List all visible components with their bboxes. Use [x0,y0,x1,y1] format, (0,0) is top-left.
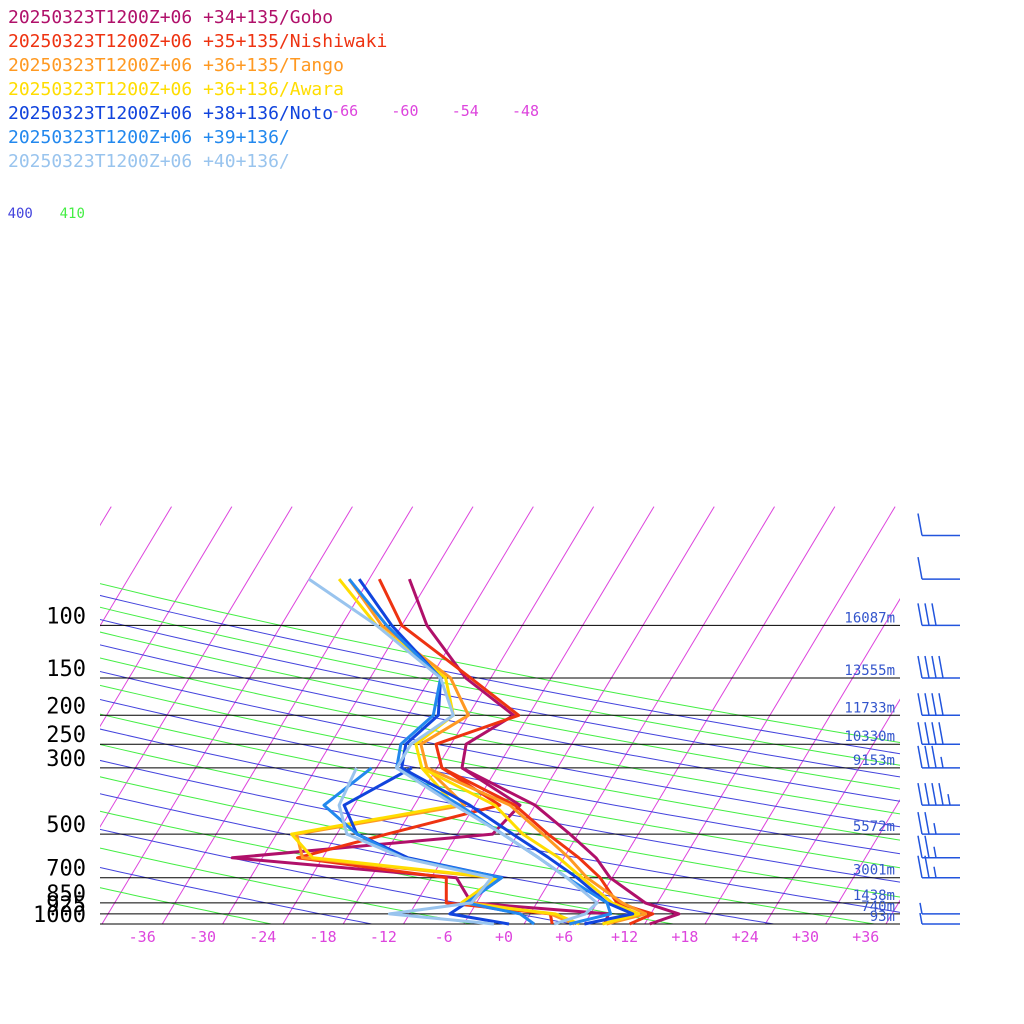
dry-adiabat-line [100,684,900,841]
legend: 20250323T1200Z+06 +34+135/Gobo 20250323T1… [8,7,387,172]
dewpoint-profile-line [290,766,580,926]
height-label: 740m [861,899,895,915]
temperature-tick-label: +12 [611,928,638,946]
dry-adiabat-line [100,606,900,766]
legend-entry: 20250323T1200Z+06 +36+136/Awara [8,79,344,100]
dry-adiabat-line [100,810,677,924]
temperature-tick-label: -6 [435,928,453,946]
temperature-tick-label: +6 [555,928,573,946]
pressure-label: 925 [46,893,86,918]
pressure-label: 1000 [33,903,86,928]
wind-barb [917,745,960,769]
legend-entry: 20250323T1200Z+06 +40+136/ [8,151,290,172]
upper-temperature-label: -48 [512,102,539,120]
theta-label: 410 [60,206,85,222]
pressure-label: 100 [46,604,86,629]
temperature-tick-label: -36 [129,928,156,946]
legend-entry: 20250323T1200Z+06 +39+136/ [8,127,290,148]
upper-temperature-label: -54 [452,102,479,120]
upper-temperature-label: -66 [331,102,358,120]
temperature-tick-label: +36 [852,928,879,946]
temperature-profile-line [308,577,599,926]
wind-barb [917,783,960,806]
wind-barb [919,912,960,925]
dry-adiabat-line [100,644,900,802]
height-label: 9153m [853,753,895,769]
dry-adiabat-line [100,594,900,755]
temperature-profile-line [377,578,655,926]
pressure-label: 150 [46,657,86,682]
pressure-label: 500 [46,813,86,838]
height-label: 16087m [844,610,895,626]
pressure-label: 850 [46,882,86,907]
temperature-tick-label: +24 [732,928,759,946]
temperature-profile-line [407,578,681,926]
dry-adiabat-line [100,744,900,898]
isotherm-line [825,799,900,924]
legend-entry: 20250323T1200Z+06 +34+135/Gobo [8,7,333,28]
dry-adiabat-line [100,619,900,778]
wind-barb [917,811,960,835]
dry-adiabat-line [100,698,900,855]
dewpoint-profile-line [230,766,611,925]
dry-adiabat-line [100,776,878,924]
wind-barbs [917,513,960,925]
pressure-label: 200 [46,694,86,719]
height-label: 5572m [853,819,895,835]
temperature-tick-label: +18 [671,928,698,946]
pressure-label: 300 [46,747,86,772]
wind-barb [917,722,960,745]
legend-entry: 20250323T1200Z+06 +36+135/Tango [8,55,344,76]
temperature-tick-label: -18 [310,928,337,946]
temperature-profile-line [337,578,641,926]
wind-barb [919,902,960,915]
pressure-label: 700 [46,857,86,882]
dry-adiabat-line [100,631,900,790]
dry-adiabat-line [100,887,274,924]
dry-adiabat-line [100,866,375,924]
legend-entry: 20250323T1200Z+06 +38+136/Noto [8,103,333,124]
dry-adiabat-line [100,728,900,883]
temperature-profile-line [347,578,648,926]
upper-temperature-label: -60 [391,102,418,120]
temperature-tick-label: -30 [189,928,216,946]
height-label: 1438m [853,888,895,904]
temperature-tick-label: -12 [370,928,397,946]
wind-barb [917,835,960,859]
dry-adiabat-line [100,583,900,744]
temperature-tick-label: +30 [792,928,819,946]
height-label: 93m [870,909,895,925]
axis-labels: 100 16087m 150 13555m 200 11733m 250 10330m 300 9… [8,102,895,946]
dewpoint-profile-line [337,767,495,926]
height-label: 11733m [844,700,895,716]
temperature-tick-label: -24 [249,928,276,946]
theta-label: 400 [8,206,33,222]
pressure-label: 250 [46,723,86,748]
wind-barb [917,603,960,627]
wind-barb [917,655,960,679]
height-label: 3001m [853,863,895,879]
wind-barb [917,557,960,580]
temperature-tick-label: +0 [495,928,513,946]
isotherm-line [0,507,51,924]
isotherm-line [100,506,172,627]
wind-barb [917,513,960,537]
profiles [230,577,681,926]
dry-adiabat-line [100,713,900,869]
dry-adiabat-line [100,670,900,828]
wind-barb [917,693,960,717]
wind-barb [917,855,960,879]
dry-adiabat-line [100,847,476,924]
legend-entry: 20250323T1200Z+06 +35+135/Nishiwaki [8,31,387,52]
height-label: 13555m [844,663,895,679]
height-label: 10330m [844,729,895,745]
